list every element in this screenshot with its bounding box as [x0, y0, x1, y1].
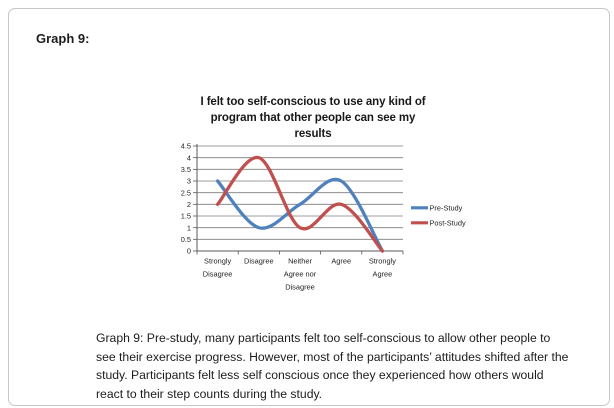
- figure-caption: Graph 9: Pre-study, many participants fe…: [96, 331, 569, 401]
- x-category-label: Neither Agree nor Disagree: [284, 257, 317, 292]
- x-axis-labels: Strongly Disagree Disagree Neither Agree nor…: [203, 257, 396, 292]
- y-tick-label: 3.5: [181, 165, 191, 174]
- x-category-label: Agree: [331, 257, 351, 266]
- legend-label-post-study: Post-Study: [430, 219, 466, 228]
- chart-legend: Pre-Study Post-Study: [411, 204, 466, 228]
- y-tick-label: 4: [187, 153, 191, 162]
- chart-title-line: I felt too self-conscious to use any kin…: [200, 96, 426, 108]
- graph-heading: Graph 9:: [36, 31, 90, 46]
- y-tick-label: 0: [187, 247, 191, 256]
- y-tick-label: 1.5: [181, 212, 191, 221]
- x-category-label: Strongly Agree: [369, 257, 396, 279]
- y-tick-label: 1: [187, 223, 191, 232]
- chart-canvas: 0 0.5 1 1.5 2 2.5 3 3.5 4 4.5 Strongly Disagree Disa…: [181, 142, 466, 292]
- x-category-label: Disagree: [244, 257, 274, 266]
- y-tick-label: 2: [187, 200, 191, 209]
- y-tick-label: 3: [187, 177, 191, 186]
- y-tick-label: 2.5: [181, 188, 191, 197]
- series-line-pre-study: [215, 177, 385, 253]
- chart-title-line: results: [294, 128, 332, 140]
- y-tick-label: 0.5: [181, 235, 191, 244]
- y-axis-labels: 0 0.5 1 1.5 2 2.5 3 3.5 4 4.5: [181, 142, 191, 256]
- series-line-post-study: [215, 156, 385, 253]
- document-page: Graph 9: I felt too self-conscious to us…: [8, 8, 610, 406]
- chart-title-line: program that other people can see my: [210, 112, 416, 124]
- legend-label-pre-study: Pre-Study: [430, 204, 463, 213]
- chart-title: I felt too self-conscious to use any kin…: [43, 94, 583, 142]
- x-category-label: Strongly Disagree: [203, 257, 233, 279]
- y-tick-label: 4.5: [181, 142, 191, 151]
- axes: [193, 144, 404, 255]
